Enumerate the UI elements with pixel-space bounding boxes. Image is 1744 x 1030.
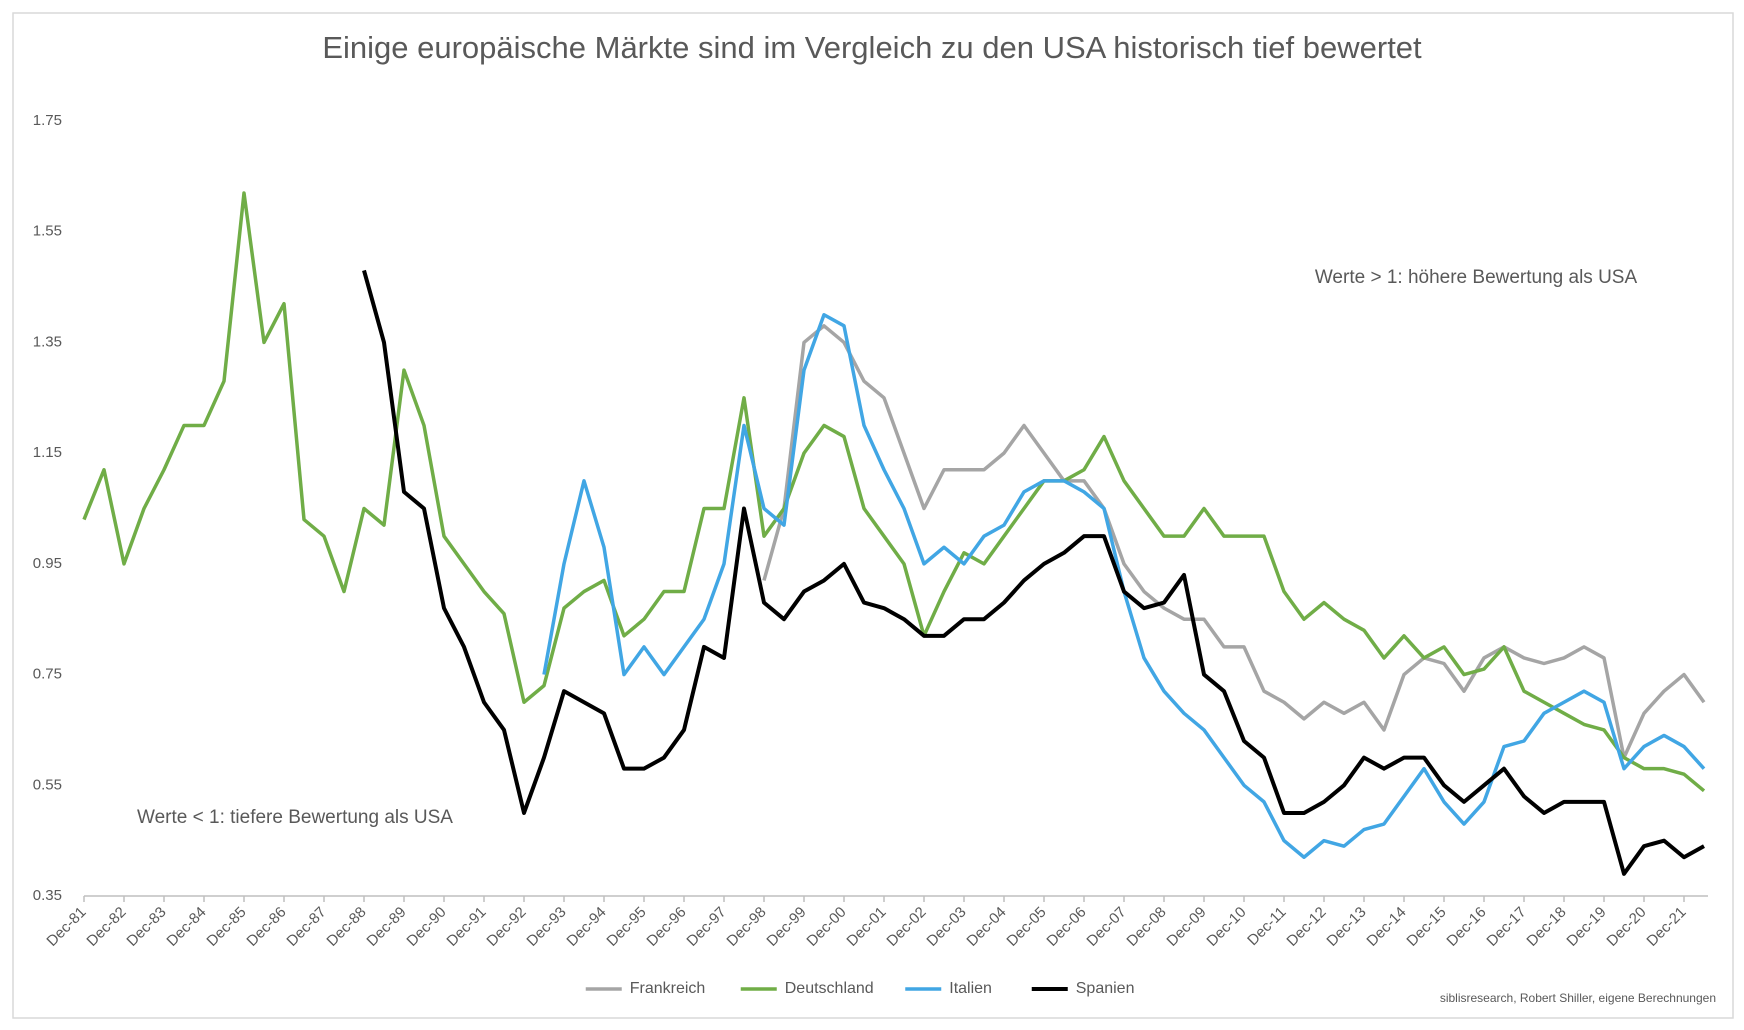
y-tick-label: 0.35 — [33, 887, 62, 904]
legend-label: Spanien — [1076, 980, 1135, 997]
chart-frame — [12, 12, 1734, 1019]
series-line — [762, 324, 1706, 760]
legend-label: Italien — [949, 980, 992, 997]
y-tick-label: 1.15 — [33, 444, 62, 461]
chart-title: Einige europäische Märkte sind im Vergle… — [322, 30, 1422, 65]
y-tick-label: 1.35 — [33, 333, 62, 350]
y-tick-label: 0.55 — [33, 776, 62, 793]
y-tick-label: 0.75 — [33, 666, 62, 683]
legend-label: Frankreich — [630, 980, 706, 997]
source: siblisresearch, Robert Shiller, eigene B… — [1440, 991, 1716, 1005]
y-tick-label: 0.95 — [33, 555, 62, 572]
annotation: Werte < 1: tiefere Bewertung als USA — [137, 807, 453, 828]
legend-label: Deutschland — [785, 980, 874, 997]
y-tick-label: 1.75 — [33, 112, 62, 129]
series-line — [362, 269, 1705, 876]
y-tick-label: 1.55 — [33, 223, 62, 240]
series-line — [82, 191, 1706, 793]
annotation: Werte > 1: höhere Bewertung als USA — [1315, 267, 1638, 288]
